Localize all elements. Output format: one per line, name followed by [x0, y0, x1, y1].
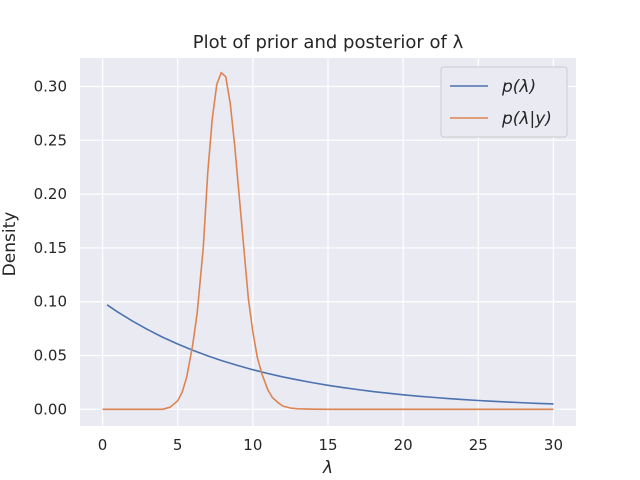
y-axis-label: Density [0, 212, 20, 277]
y-tick-label: 0.25 [34, 131, 67, 149]
series-layer [102, 71, 554, 411]
chart-title: Plot of prior and posterior of λ [193, 32, 464, 53]
y-tick-label: 0.05 [34, 347, 67, 365]
x-tick-labels: 0 5 10 15 20 25 30 [98, 436, 563, 454]
legend-label-posterior: p(λ|y) [501, 109, 552, 129]
x-tick-label: 0 [98, 436, 108, 454]
x-tick-label: 5 [173, 436, 183, 454]
legend: p(λ) p(λ|y) [440, 66, 568, 138]
y-tick-label: 0.20 [34, 185, 67, 203]
y-tick-label: 0.15 [34, 239, 67, 257]
x-tick-label: 15 [318, 436, 337, 454]
posterior-density-line [102, 71, 554, 411]
x-axis-label: λ [322, 458, 333, 478]
x-tick-label: 10 [243, 436, 262, 454]
prior-density-line [106, 304, 554, 405]
y-tick-label: 0.00 [34, 400, 67, 418]
x-tick-label: 30 [544, 436, 563, 454]
y-tick-label: 0.30 [34, 78, 67, 96]
legend-label-prior: p(λ) [501, 77, 536, 97]
legend-box [440, 66, 568, 138]
x-tick-label: 20 [394, 436, 413, 454]
y-tick-label: 0.10 [34, 293, 67, 311]
y-tick-labels: 0.00 0.05 0.10 0.15 0.20 0.25 0.30 [34, 78, 67, 419]
x-tick-label: 25 [469, 436, 488, 454]
